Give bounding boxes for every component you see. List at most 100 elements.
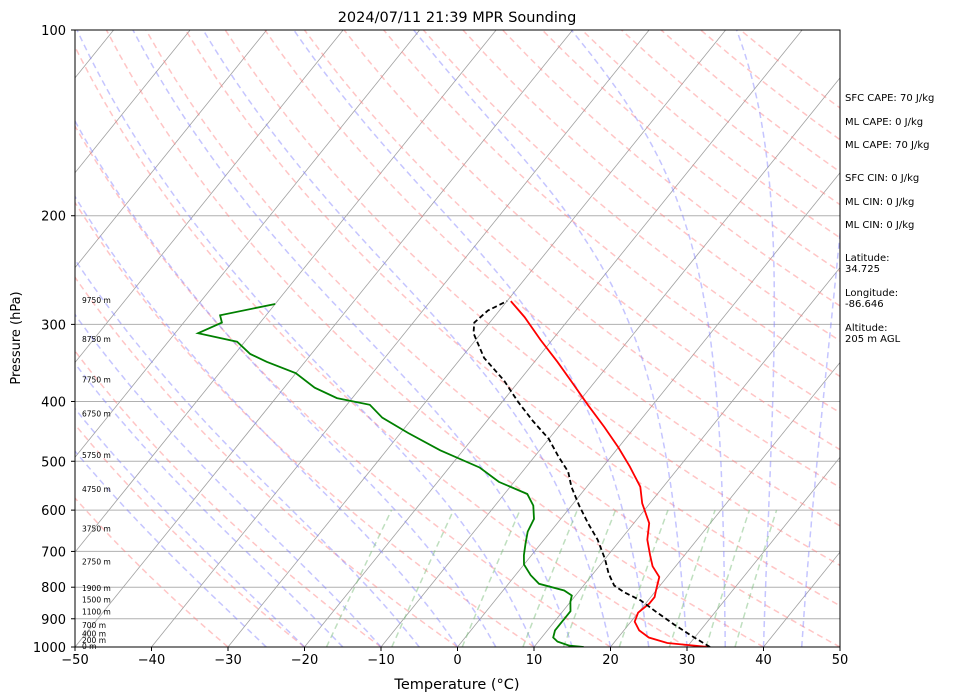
y-axis-label: Pressure (hPa) bbox=[9, 291, 24, 384]
temperature-line bbox=[510, 300, 709, 647]
moist-adiabat bbox=[76, 30, 535, 647]
isotherm-line bbox=[151, 30, 650, 647]
isotherm-line bbox=[610, 361, 840, 647]
mixing-ratio-line bbox=[668, 509, 716, 647]
height-label: 7750 m bbox=[82, 376, 111, 385]
x-tick-label: 10 bbox=[526, 653, 543, 668]
isotherm-line bbox=[75, 30, 420, 458]
mixing-ratio-line bbox=[325, 509, 393, 647]
isotherm-line bbox=[380, 77, 840, 647]
x-tick-label: 50 bbox=[832, 653, 849, 668]
y-tick-label: 200 bbox=[41, 210, 66, 225]
background-lines bbox=[75, 30, 840, 647]
x-tick-label: 30 bbox=[679, 653, 696, 668]
dry-adiabat bbox=[422, 30, 840, 378]
longitude-value: -86.646 bbox=[845, 299, 884, 310]
dewpoint-line bbox=[195, 303, 584, 647]
dry-adiabat bbox=[75, 45, 688, 647]
height-label: 200 m bbox=[82, 636, 106, 645]
dry-adiabat bbox=[105, 30, 764, 647]
height-label: 2750 m bbox=[82, 558, 111, 567]
y-tick-label: 500 bbox=[41, 455, 66, 470]
latitude-value: 34.725 bbox=[845, 264, 880, 275]
y-tick-label: 900 bbox=[41, 613, 66, 628]
latitude-label: Latitude: bbox=[845, 253, 890, 264]
y-tick-label: 800 bbox=[41, 581, 66, 596]
mixing-ratio-line bbox=[391, 509, 455, 647]
dry-adiabat bbox=[145, 30, 840, 647]
sounding-series bbox=[195, 300, 711, 647]
moist-adiabat bbox=[202, 30, 612, 647]
sfc-cape-text: SFC CAPE: 70 J/kg bbox=[845, 93, 935, 104]
isotherm-line bbox=[75, 30, 497, 553]
moist-adiabat bbox=[132, 30, 574, 647]
isotherm-line bbox=[75, 30, 573, 647]
height-label: 9750 m bbox=[82, 296, 111, 305]
x-tick-label: 40 bbox=[755, 653, 772, 668]
dry-adiabat bbox=[502, 30, 840, 307]
dry-adiabat bbox=[75, 276, 458, 647]
mixing-ratio-line bbox=[461, 509, 521, 647]
x-tick-label: −50 bbox=[61, 653, 88, 668]
moist-adiabat bbox=[75, 195, 459, 647]
moist-adiabat bbox=[735, 30, 776, 647]
mixing-ratio-line bbox=[522, 509, 578, 647]
moist-adiabat bbox=[75, 407, 306, 647]
altitude-label: Altitude: bbox=[845, 323, 888, 334]
height-label: 1900 m bbox=[82, 584, 111, 593]
isotherm-line bbox=[75, 30, 191, 174]
x-axis-label: Temperature (°C) bbox=[393, 677, 519, 693]
height-label: 1100 m bbox=[82, 608, 111, 617]
moist-adiabat bbox=[75, 362, 344, 647]
y-tick-label: 400 bbox=[41, 395, 66, 410]
y-tick-label: 600 bbox=[41, 504, 66, 519]
x-tick-label: −30 bbox=[214, 653, 241, 668]
moist-adiabat bbox=[293, 30, 650, 647]
dry-adiabat bbox=[462, 30, 840, 342]
altitude-value: 205 m AGL bbox=[845, 334, 901, 345]
dry-adiabat bbox=[264, 30, 840, 527]
height-label: 700 m bbox=[82, 621, 106, 630]
dry-adiabat bbox=[75, 201, 535, 647]
ml-cape-text-2: ML CAPE: 70 J/kg bbox=[845, 140, 930, 151]
moist-adiabat bbox=[75, 119, 497, 647]
x-tick-label: −10 bbox=[367, 653, 394, 668]
y-tick-label: 300 bbox=[41, 318, 66, 333]
isotherm-line bbox=[533, 266, 840, 647]
dry-adiabat bbox=[75, 496, 229, 647]
ml-cin-text: ML CIN: 0 J/kg bbox=[845, 197, 915, 208]
height-label: 3750 m bbox=[82, 524, 111, 533]
height-label: 1500 m bbox=[82, 595, 111, 604]
y-tick-label: 700 bbox=[41, 545, 66, 560]
mixing-ratio-line bbox=[734, 509, 778, 647]
ml-cape-text: ML CAPE: 0 J/kg bbox=[845, 117, 924, 128]
x-tick-label: −20 bbox=[291, 653, 318, 668]
mixing-ratio-line bbox=[705, 509, 751, 647]
chart-title: 2024/07/11 21:39 MPR Sounding bbox=[338, 10, 577, 26]
dry-adiabat bbox=[75, 124, 611, 647]
moist-adiabat bbox=[801, 226, 840, 647]
height-label: 6750 m bbox=[82, 410, 111, 419]
x-axis-ticks: −50 −40 −30 −20 −10 0 10 20 30 40 50 bbox=[61, 647, 848, 668]
mixing-ratio-line bbox=[618, 509, 669, 647]
moist-adiabat bbox=[75, 449, 267, 647]
ml-cin-text-2: ML CIN: 0 J/kg bbox=[845, 220, 915, 231]
dry-adiabat bbox=[224, 30, 840, 567]
moist-adiabat bbox=[75, 313, 382, 647]
height-label: 8750 m bbox=[82, 335, 111, 344]
dry-adiabat bbox=[303, 30, 840, 489]
moist-adiabat bbox=[75, 258, 420, 647]
parcel-line bbox=[472, 300, 711, 647]
height-label: 5750 m bbox=[82, 451, 111, 460]
dry-adiabat bbox=[75, 349, 382, 647]
isotherm-line bbox=[75, 30, 344, 364]
y-axis-ticks: 1000 900 800 700 600 500 400 300 200 100 bbox=[33, 24, 75, 656]
y-tick-label: 100 bbox=[41, 24, 66, 39]
longitude-label: Longitude: bbox=[845, 288, 899, 299]
isotherm-line bbox=[75, 30, 267, 269]
sfc-cin-text: SFC CIN: 0 J/kg bbox=[845, 173, 920, 184]
moist-adiabat bbox=[570, 30, 727, 647]
